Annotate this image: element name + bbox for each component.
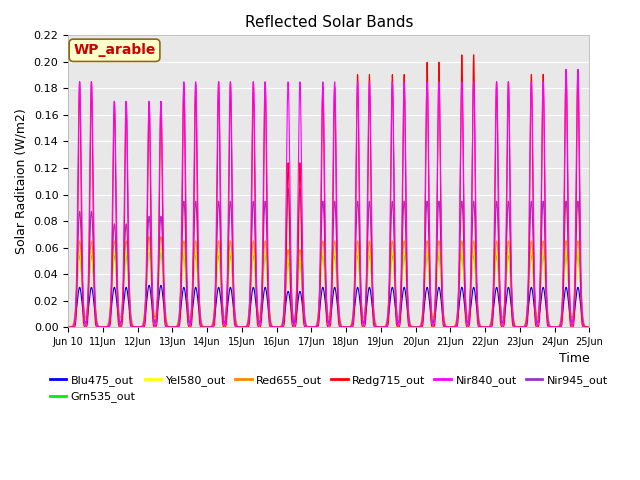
Title: Reflected Solar Bands: Reflected Solar Bands <box>244 15 413 30</box>
Legend: Blu475_out, Grn535_out, Yel580_out, Red655_out, Redg715_out, Nir840_out, Nir945_: Blu475_out, Grn535_out, Yel580_out, Red6… <box>45 371 612 407</box>
Y-axis label: Solar Raditaion (W/m2): Solar Raditaion (W/m2) <box>15 108 28 254</box>
X-axis label: Time: Time <box>559 352 589 365</box>
Text: WP_arable: WP_arable <box>74 43 156 57</box>
